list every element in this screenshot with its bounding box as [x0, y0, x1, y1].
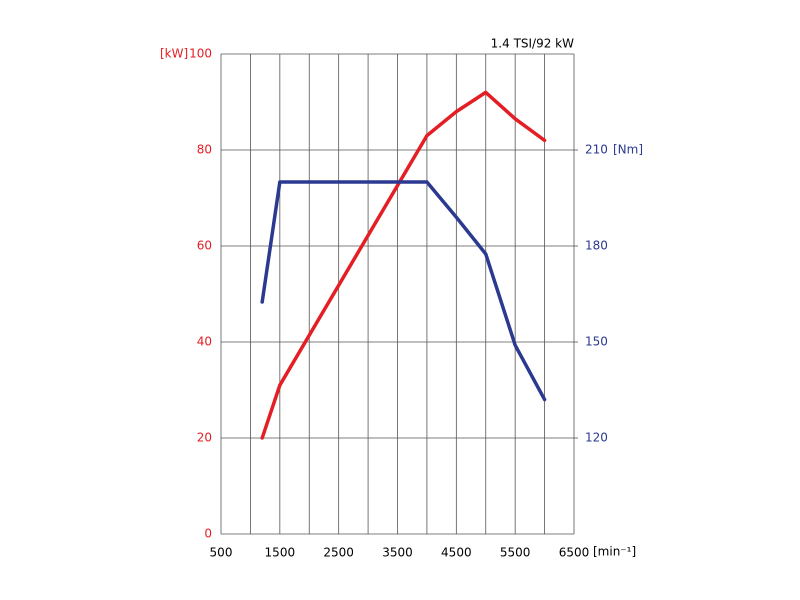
x-tick-label: 1500 [265, 546, 296, 560]
y-tick-label: 40 [197, 335, 212, 349]
y-axis-label: [kW] [160, 47, 188, 61]
y2-tick-label: 210 [585, 143, 608, 157]
y2-tick-label: 150 [585, 335, 608, 349]
chart-title: 1.4 TSI/92 kW [491, 37, 574, 51]
x-tick-label: 500 [210, 546, 233, 560]
x-tick-label: 5500 [500, 546, 531, 560]
x-tick-label: 2500 [323, 546, 354, 560]
x-tick-label: 4500 [441, 546, 472, 560]
series-line [260, 90, 547, 440]
x-tick-label: 6500 [559, 546, 590, 560]
y2-tick-label: 180 [585, 239, 608, 253]
y-tick-label: 60 [197, 239, 212, 253]
y-tick-label: 20 [197, 431, 212, 445]
y-tick-label: 100 [189, 47, 212, 61]
x-axis-label: [min⁻¹] [593, 545, 636, 559]
x-tick-label: 3500 [382, 546, 413, 560]
y2-axis-label: [Nm] [613, 143, 643, 157]
y-tick-label: 0 [204, 527, 212, 541]
series-line [260, 180, 547, 402]
y2-tick-label: 120 [585, 431, 608, 445]
y-tick-label: 80 [197, 143, 212, 157]
